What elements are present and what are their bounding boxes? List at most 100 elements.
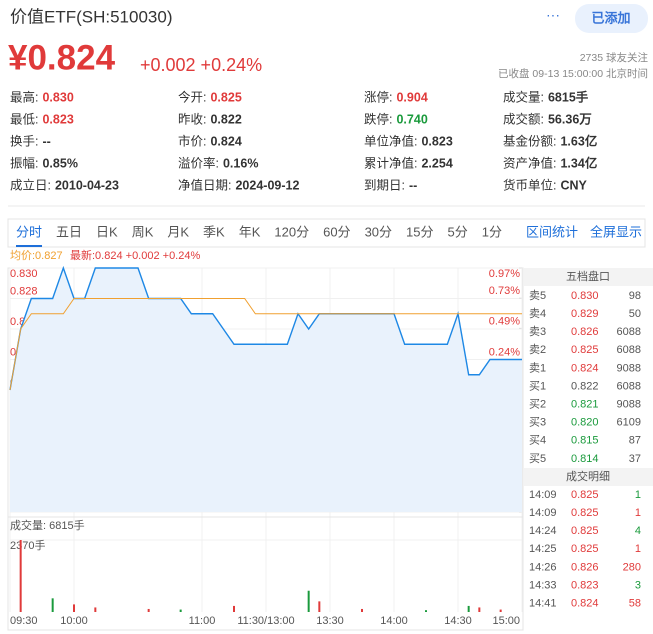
stat-value: -- xyxy=(42,134,50,148)
trade-volume: 58 xyxy=(629,598,641,610)
avg-legend: 均价:0.827 xyxy=(10,249,63,262)
book-price: 0.821 xyxy=(571,399,599,411)
trade-time: 14:26 xyxy=(529,561,557,573)
book-volume: 6088 xyxy=(617,380,641,392)
volume-bar xyxy=(478,607,481,612)
tab[interactable]: 15分 xyxy=(406,224,433,239)
stat-value: 56.36万 xyxy=(548,112,592,126)
tab[interactable]: 30分 xyxy=(365,224,392,239)
trade-price: 0.825 xyxy=(571,507,599,519)
stat-value: 6815手 xyxy=(548,89,589,104)
y2-tick-label: 0.73% xyxy=(489,285,520,297)
stat-label: 今开: xyxy=(178,89,206,104)
book-volume: 6088 xyxy=(617,326,641,338)
latest-legend: 最新:0.824 +0.002 +0.24% xyxy=(70,248,200,262)
price-area xyxy=(10,268,522,512)
volume-bar xyxy=(307,590,310,612)
volume-bar xyxy=(318,601,321,612)
tab[interactable]: 60分 xyxy=(323,224,350,239)
x-tick-label: 09:30 xyxy=(10,615,38,627)
followers: 2735 球友关注 xyxy=(580,51,649,64)
trade-price: 0.825 xyxy=(571,525,599,537)
trade-price: 0.823 xyxy=(571,579,599,591)
book-label: 买2 xyxy=(529,398,546,411)
trade-price: 0.825 xyxy=(571,489,599,501)
trade-volume: 1 xyxy=(635,489,641,501)
book-label: 卖5 xyxy=(529,289,546,302)
book-header-bg xyxy=(524,268,653,286)
volume-bar xyxy=(467,605,470,612)
stat-value: 0.740 xyxy=(396,112,427,126)
book-price: 0.826 xyxy=(571,326,599,338)
volume-bar xyxy=(361,608,363,612)
stat-label: 最高: xyxy=(10,89,38,104)
stat-value: 0.16% xyxy=(223,156,258,170)
change: +0.002 +0.24% xyxy=(140,55,262,75)
x-tick-label: 11:00 xyxy=(189,615,216,627)
volume-bar xyxy=(147,608,150,612)
book-label: 买1 xyxy=(529,379,546,392)
volume-bar xyxy=(425,610,427,612)
stat-value: 0.822 xyxy=(210,112,241,126)
book-price: 0.829 xyxy=(571,308,599,320)
x-tick-label: 11:30/13:00 xyxy=(237,615,294,627)
book-price: 0.815 xyxy=(571,435,599,447)
tab[interactable]: 5分 xyxy=(448,224,468,239)
x-tick-label: 13:30 xyxy=(316,615,344,627)
tab[interactable]: 1分 xyxy=(482,224,502,239)
tab-bar xyxy=(7,218,646,248)
book-label: 卖3 xyxy=(529,325,546,338)
book-volume: 9088 xyxy=(617,399,641,411)
tab[interactable]: 周K xyxy=(132,224,154,239)
stat-label: 成交额: xyxy=(503,111,544,126)
stat-value: 1.63亿 xyxy=(560,133,597,148)
stat-value: -- xyxy=(409,178,417,192)
x-tick-label: 15:00 xyxy=(492,615,520,627)
tab[interactable]: 季K xyxy=(203,224,225,239)
book-title: 五档盘口 xyxy=(566,269,610,283)
x-tick-label: 14:00 xyxy=(380,615,408,627)
follow-button[interactable]: 已添加 xyxy=(591,10,630,25)
book-volume: 87 xyxy=(629,435,641,447)
stat-value: 2024-09-12 xyxy=(235,178,299,192)
volume-bar xyxy=(73,604,75,612)
stat-label: 涨停: xyxy=(364,89,392,104)
stat-value: 2.254 xyxy=(421,156,452,170)
tab[interactable]: 五日 xyxy=(56,224,82,239)
stat-value: 2010-04-23 xyxy=(55,178,119,192)
stat-label: 单位净值: xyxy=(364,133,417,148)
tab[interactable]: 日K xyxy=(96,224,118,239)
trade-volume: 4 xyxy=(635,525,641,537)
more-icon[interactable]: ··· xyxy=(546,7,560,23)
tab[interactable]: 120分 xyxy=(274,224,309,239)
trade-time: 14:09 xyxy=(529,489,557,501)
stat-label: 最低: xyxy=(10,112,38,126)
trade-volume: 280 xyxy=(623,561,641,573)
volume-bar xyxy=(179,609,182,612)
stat-value: CNY xyxy=(560,178,587,192)
trade-price: 0.825 xyxy=(571,543,599,555)
trades-header-bg xyxy=(524,468,653,486)
y2-tick-label: 0.24% xyxy=(489,347,520,359)
stat-value: 0.823 xyxy=(421,134,452,148)
volume-bar xyxy=(233,605,235,612)
book-label: 买5 xyxy=(529,452,546,465)
stat-label: 净值日期: xyxy=(178,177,231,192)
tool[interactable]: 区间统计 xyxy=(526,224,578,239)
book-label: 卖2 xyxy=(529,343,546,356)
tab[interactable]: 月K xyxy=(167,224,189,239)
book-price: 0.830 xyxy=(571,290,599,302)
stat-value: 0.85% xyxy=(42,156,77,170)
tool[interactable]: 全屏显示 xyxy=(590,224,642,239)
trade-time: 14:33 xyxy=(529,579,557,591)
tab[interactable]: 分时 xyxy=(16,224,42,239)
button-bg[interactable] xyxy=(575,4,648,33)
stat-value: 1.34亿 xyxy=(560,155,597,170)
volume-bar xyxy=(19,540,22,612)
tab[interactable]: 年K xyxy=(239,224,261,239)
book-price: 0.824 xyxy=(571,362,599,374)
stat-label: 溢价率: xyxy=(178,155,219,170)
stat-value: 0.904 xyxy=(396,90,427,104)
